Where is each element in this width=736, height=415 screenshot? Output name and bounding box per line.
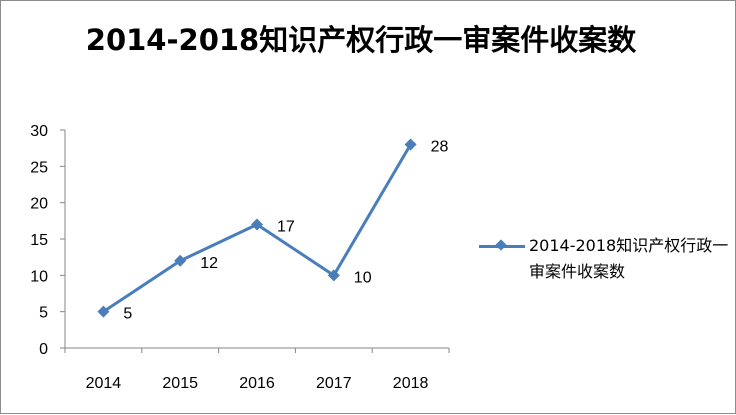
- legend: 2014-2018知识产权行政一审案件收案数: [479, 233, 729, 293]
- y-tick-label: 10: [30, 268, 48, 285]
- data-label: 17: [277, 218, 295, 235]
- data-point: [327, 269, 340, 282]
- data-point: [251, 218, 263, 231]
- legend-series-name: 2014-2018知识产权行政一审案件收案数: [529, 236, 729, 281]
- x-tick-label: 2018: [393, 375, 429, 392]
- legend-diamond-marker: [495, 239, 507, 251]
- data-point: [174, 254, 187, 267]
- y-tick-label: 5: [39, 305, 48, 322]
- data-label: 28: [431, 139, 449, 156]
- x-tick-label: 2016: [239, 375, 275, 392]
- y-tick-label: 20: [30, 196, 48, 213]
- y-tick-label: 0: [39, 341, 48, 358]
- chart-title: 2014-2018知识产权行政一审案件收案数: [85, 23, 637, 57]
- x-tick-label: 2014: [86, 375, 122, 392]
- data-label: 10: [354, 269, 372, 286]
- data-point: [404, 138, 417, 151]
- data-point: [97, 305, 110, 318]
- data-label: 12: [200, 255, 218, 272]
- x-tick-label: 2015: [162, 375, 198, 392]
- y-tick-label: 15: [30, 232, 48, 249]
- y-tick-label: 25: [30, 159, 48, 176]
- data-label: 5: [123, 306, 132, 323]
- x-tick-label: 2017: [316, 375, 352, 392]
- y-tick-label: 30: [30, 123, 48, 140]
